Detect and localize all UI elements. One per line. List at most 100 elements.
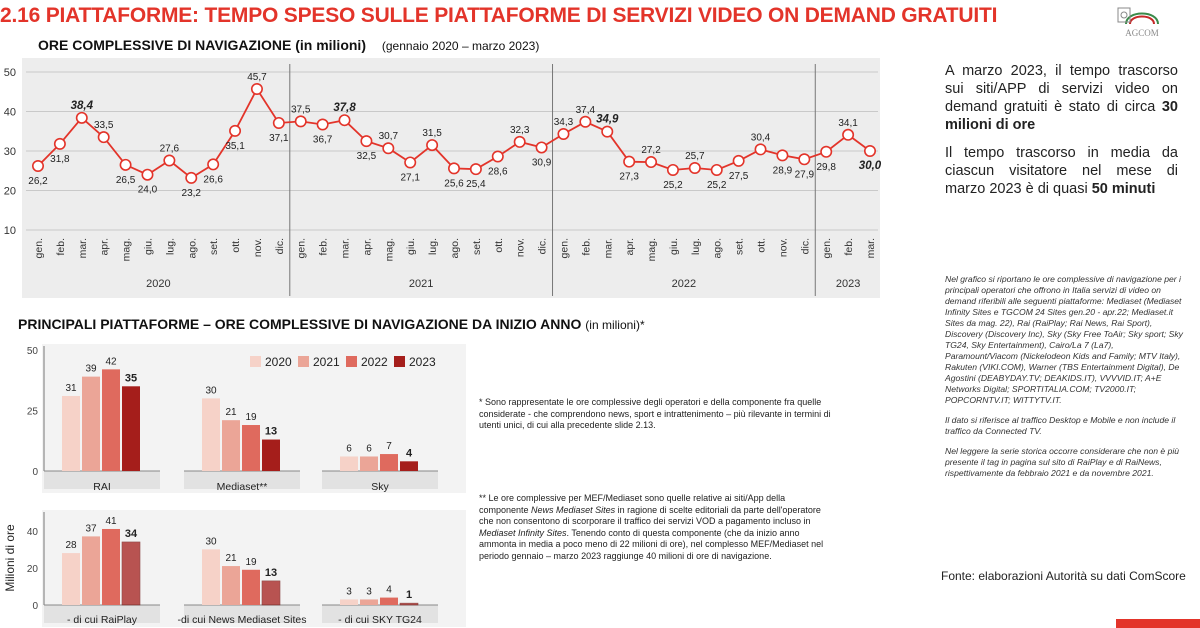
bar-value-label: 21 bbox=[225, 553, 237, 564]
data-label: 37,5 bbox=[291, 104, 311, 115]
data-point bbox=[754, 143, 767, 156]
data-point bbox=[185, 171, 198, 184]
bar-value-label: 3 bbox=[346, 586, 352, 597]
y-tick-label: 40 bbox=[4, 107, 16, 119]
data-label: 28,6 bbox=[488, 167, 508, 178]
corner-accent bbox=[1116, 619, 1200, 628]
bar-value-label: 3 bbox=[366, 586, 372, 597]
data-label: 25,2 bbox=[707, 180, 727, 191]
y-tick-label: 50 bbox=[4, 67, 16, 79]
y-axis-title: Milioni di ore bbox=[3, 524, 17, 592]
data-point bbox=[842, 128, 855, 141]
data-label: 27,3 bbox=[619, 172, 639, 183]
y-tick-label: 40 bbox=[27, 527, 39, 538]
data-label: 34,9 bbox=[596, 114, 619, 126]
month-label: mar. bbox=[77, 238, 89, 258]
bar bbox=[202, 549, 220, 605]
page-title: 2.16 PIATTAFORME: TEMPO SPESO SULLE PIAT… bbox=[0, 4, 998, 27]
footnote-2-part-3: in ragione di scelte editoriali da parte… bbox=[479, 504, 821, 527]
data-label: 45,7 bbox=[247, 72, 267, 83]
footnote-2-part-4: Mediaset Infinity Sites bbox=[479, 527, 567, 538]
data-label: 34,1 bbox=[838, 118, 858, 129]
month-label: mar. bbox=[340, 238, 352, 258]
group-label: RAI bbox=[93, 481, 111, 493]
data-point bbox=[688, 161, 701, 174]
month-label: set. bbox=[208, 238, 220, 255]
data-label: 30,9 bbox=[532, 157, 552, 168]
bar-value-label: 4 bbox=[406, 447, 413, 459]
line-chart-title: ORE COMPLESSIVE DI NAVIGAZIONE (in milio… bbox=[38, 37, 539, 53]
y-tick-label: 0 bbox=[32, 467, 38, 478]
bar bbox=[82, 536, 100, 605]
bar-value-label: 1 bbox=[406, 589, 412, 601]
bar-value-label: 6 bbox=[346, 443, 352, 454]
month-label: ago. bbox=[449, 238, 461, 258]
data-label: 26,5 bbox=[116, 175, 136, 186]
bar bbox=[360, 456, 378, 471]
month-label: dic. bbox=[274, 238, 286, 254]
data-point bbox=[31, 160, 44, 173]
bar bbox=[242, 425, 260, 471]
data-label: 37,8 bbox=[333, 102, 356, 114]
data-label: 27,5 bbox=[729, 171, 749, 182]
data-label: 25,2 bbox=[663, 180, 683, 191]
data-label: 36,7 bbox=[313, 135, 333, 146]
legend-label: 2020 bbox=[265, 355, 292, 369]
data-point bbox=[732, 154, 745, 167]
bar-value-label: 42 bbox=[105, 356, 117, 367]
month-label: lug. bbox=[690, 238, 702, 255]
data-point bbox=[75, 111, 88, 124]
data-label: 25,4 bbox=[466, 179, 486, 190]
data-label: 28,9 bbox=[773, 165, 793, 176]
bar-chart-title: PRINCIPALI PIATTAFORME – ORE COMPLESSIVE… bbox=[18, 316, 645, 332]
bar-value-label: 6 bbox=[366, 443, 372, 454]
group-label-band bbox=[322, 605, 438, 623]
data-point bbox=[491, 150, 504, 163]
month-label: mar. bbox=[865, 238, 877, 258]
method-note-3: Nel leggere la serie storica occorre con… bbox=[945, 446, 1180, 478]
data-point bbox=[820, 145, 833, 158]
data-point bbox=[97, 131, 110, 144]
month-label: lug. bbox=[164, 238, 176, 255]
finding-hours: A marzo 2023, il tempo trascorso sui sit… bbox=[945, 62, 1178, 134]
legend-label: 2023 bbox=[409, 355, 436, 369]
data-label: 23,2 bbox=[182, 188, 202, 199]
data-label: 27,2 bbox=[641, 145, 661, 156]
bar-value-label: 30 bbox=[205, 536, 217, 547]
bar-value-label: 21 bbox=[225, 407, 237, 418]
data-point bbox=[447, 162, 460, 175]
data-label: 25,6 bbox=[444, 178, 464, 189]
legend-swatch bbox=[250, 356, 261, 367]
bar bbox=[62, 553, 80, 605]
data-label: 31,5 bbox=[422, 128, 442, 139]
data-label: 32,3 bbox=[510, 125, 530, 136]
month-label: feb. bbox=[318, 238, 330, 256]
bar-chart-title-text: PRINCIPALI PIATTAFORME – ORE COMPLESSIVE… bbox=[18, 316, 582, 332]
legend-label: 2022 bbox=[361, 355, 388, 369]
data-label: 33,5 bbox=[94, 120, 114, 131]
month-label: nov. bbox=[777, 238, 789, 257]
bar bbox=[82, 376, 100, 471]
data-label: 26,6 bbox=[203, 174, 223, 185]
footnote-1: * Sono rappresentate le ore complessive … bbox=[479, 397, 831, 430]
group-label: Mediaset** bbox=[217, 481, 268, 493]
bar bbox=[102, 528, 120, 605]
data-point bbox=[710, 163, 723, 176]
key-findings: A marzo 2023, il tempo trascorso sui sit… bbox=[945, 62, 1178, 208]
group-label-band bbox=[184, 471, 300, 489]
data-point bbox=[535, 141, 548, 154]
data-point bbox=[294, 115, 307, 128]
month-label: mag. bbox=[121, 238, 133, 261]
data-point bbox=[798, 153, 811, 166]
month-label: ott. bbox=[756, 238, 768, 253]
month-label: lug. bbox=[427, 238, 439, 255]
bar bbox=[222, 420, 240, 471]
year-label: 2020 bbox=[146, 278, 170, 290]
month-label: ott. bbox=[230, 238, 242, 253]
month-label: feb. bbox=[843, 238, 855, 256]
data-point bbox=[382, 142, 395, 155]
data-label: 34,3 bbox=[554, 117, 574, 128]
y-tick-label: 50 bbox=[27, 346, 39, 357]
